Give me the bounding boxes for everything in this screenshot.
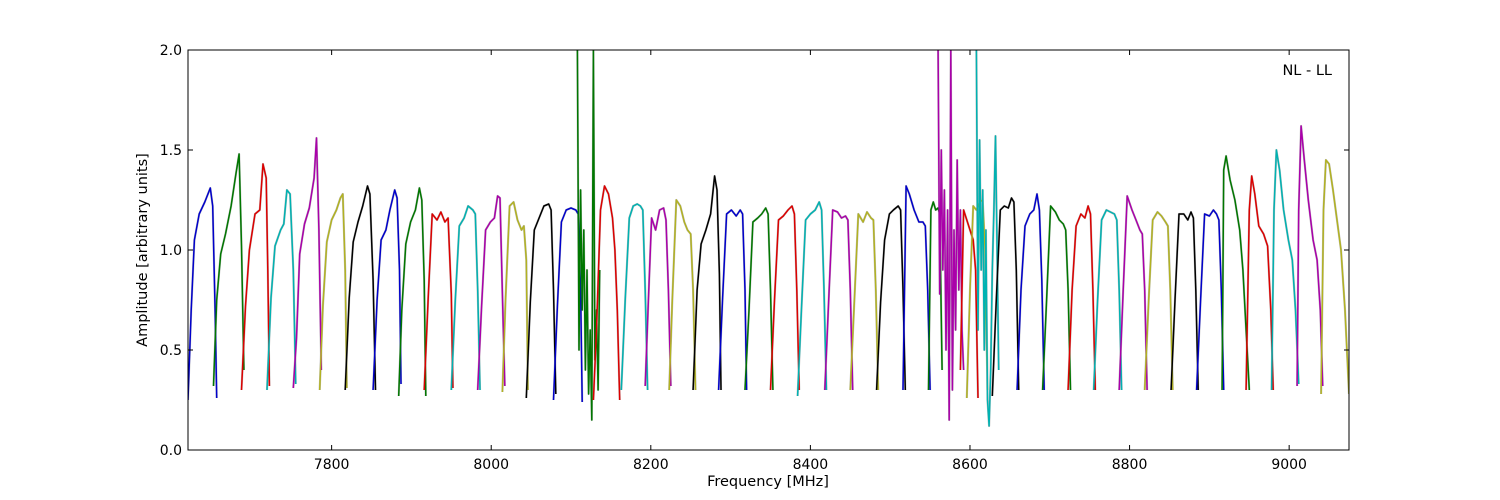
series-line [744,207,774,391]
series-line [292,137,323,389]
series-line [1245,175,1274,391]
series-line [692,175,722,391]
series-line [937,50,965,421]
series-line [991,197,1020,397]
series-line [450,205,481,391]
y-tick-label: 2.0 [160,43,182,59]
y-tick-label: 0.5 [160,343,182,359]
x-axis: 7800 8000 8200 8400 8600 8800 9000 [314,50,1307,473]
series-line [525,203,557,399]
series-line [318,193,348,391]
series-line [372,189,402,391]
y-tick-label: 1.0 [160,243,182,259]
series-line [849,211,879,391]
y-tick-label: 0.0 [160,443,182,459]
series-line [1092,209,1123,391]
x-tick-label: 8200 [633,457,669,473]
series-line [423,211,454,391]
x-tick-label: 8600 [952,457,988,473]
series-line [212,153,245,387]
series-line [344,185,377,391]
y-tick-label: 1.5 [160,143,182,159]
y-axis: 0.0 0.5 1.0 1.5 2.0 [160,43,1349,459]
x-tick-label: 8800 [1112,457,1148,473]
series-line [240,163,271,391]
series-line [476,195,506,391]
series-line [975,50,1000,427]
series-line [1118,195,1148,391]
series-line [620,203,649,391]
x-tick-label: 8400 [793,457,829,473]
y-axis-title: Amplitude [arbitrary units] [135,153,151,347]
annotation-label: NL - LL [1282,63,1332,79]
series-line [717,209,748,391]
series-line [796,201,828,397]
series-line [592,185,621,401]
series-line [1016,193,1045,391]
series-line [1041,205,1072,391]
series-line [824,209,854,391]
series-line [959,209,979,399]
x-tick-label: 7800 [314,457,350,473]
series-line [875,205,907,391]
series-line [501,201,529,393]
series-line [668,199,697,391]
x-tick-label: 8000 [473,457,509,473]
series-line [1270,149,1300,391]
x-tick-label: 9000 [1271,457,1307,473]
series-line [902,185,931,391]
series-line [769,205,800,391]
series-line [397,187,427,397]
series-line [1296,125,1324,387]
series-layer [188,50,1349,428]
series-line [1170,211,1199,391]
series-line [1067,205,1097,391]
x-axis-title: Frequency [MHz] [707,474,829,490]
series-line [1320,159,1349,395]
series-line [1221,155,1251,391]
series-line [644,207,672,387]
series-line [1143,211,1174,391]
series-line [266,189,297,391]
series-line [1195,209,1225,391]
series-line [188,187,218,401]
